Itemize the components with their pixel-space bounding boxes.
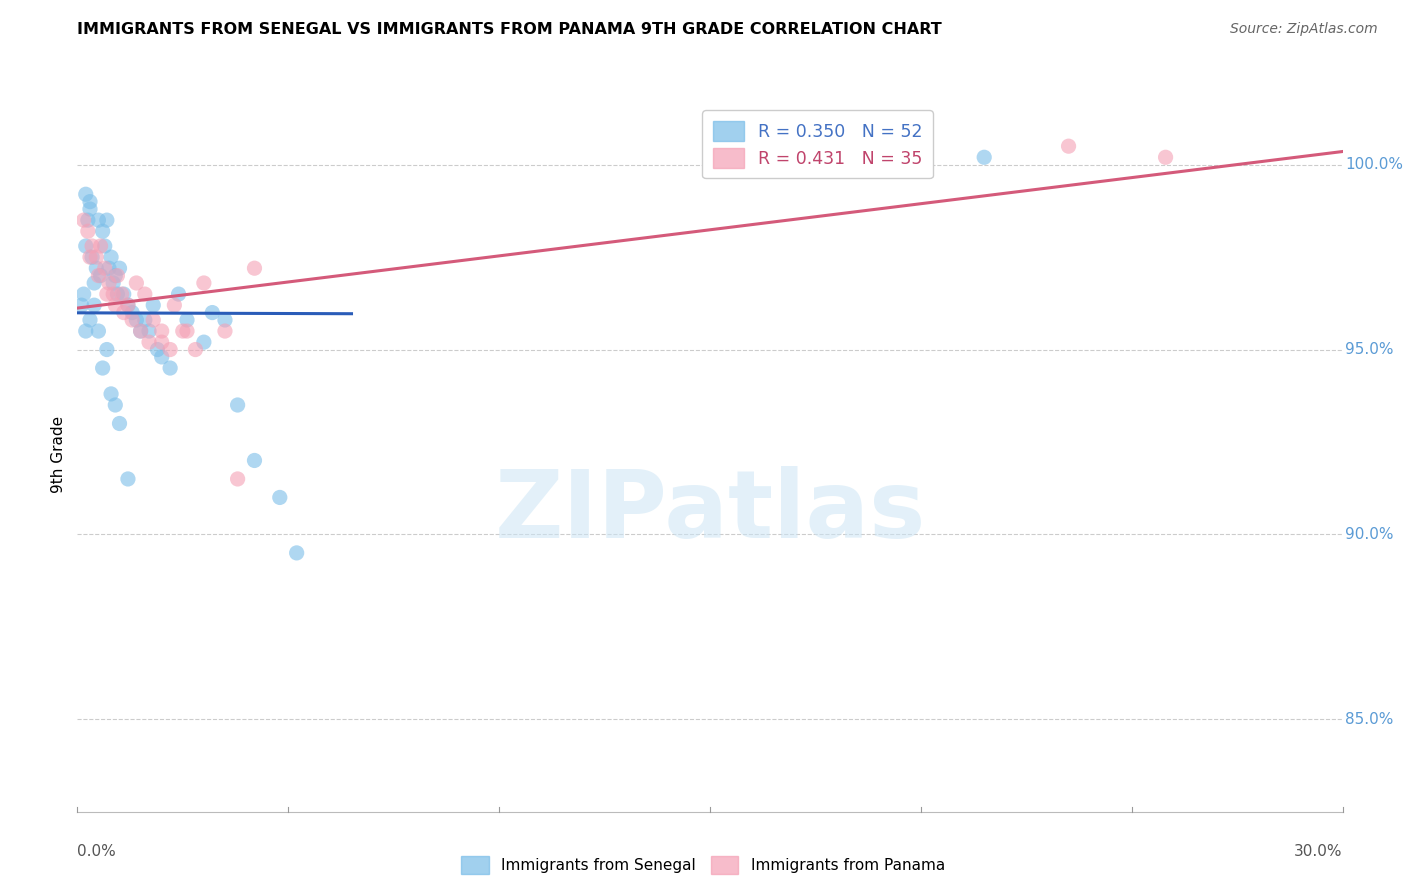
Point: [134, 287, 156, 301]
Point: [138, 335, 160, 350]
Text: 0.0%: 0.0%: [77, 844, 117, 859]
Point: [80, 239, 103, 253]
Point: [201, 305, 224, 319]
Text: 100.0%: 100.0%: [1346, 157, 1403, 172]
Point: [172, 324, 194, 338]
Point: [75, 187, 97, 202]
Point: [150, 324, 173, 338]
Point: [98, 261, 120, 276]
Point: [73, 213, 96, 227]
Point: [214, 324, 236, 338]
Point: [150, 350, 173, 364]
Point: [83, 298, 105, 312]
Point: [163, 298, 186, 312]
Point: [75, 239, 97, 253]
Point: [100, 387, 122, 401]
Point: [176, 313, 198, 327]
Point: [79, 313, 101, 327]
Point: [96, 213, 118, 227]
Point: [150, 335, 173, 350]
Point: [75, 324, 97, 338]
Text: 90.0%: 90.0%: [1346, 527, 1393, 542]
Point: [93, 261, 115, 276]
Point: [96, 287, 118, 301]
Point: [121, 313, 143, 327]
Point: [96, 343, 118, 357]
Point: [1057, 139, 1080, 153]
Point: [98, 276, 120, 290]
Point: [121, 305, 143, 319]
Point: [104, 268, 127, 283]
Point: [973, 150, 995, 164]
Point: [76, 224, 98, 238]
Point: [108, 417, 131, 431]
Point: [103, 276, 124, 290]
Point: [83, 276, 105, 290]
Point: [269, 491, 291, 505]
Point: [125, 276, 148, 290]
Point: [243, 453, 266, 467]
Point: [193, 335, 215, 350]
Text: 30.0%: 30.0%: [1295, 844, 1343, 859]
Point: [90, 239, 111, 253]
Point: [112, 287, 135, 301]
Point: [79, 194, 101, 209]
Point: [87, 324, 110, 338]
Point: [193, 276, 215, 290]
Point: [112, 305, 135, 319]
Point: [117, 298, 139, 312]
Point: [111, 287, 132, 301]
Point: [117, 298, 139, 312]
Point: [107, 287, 129, 301]
Point: [100, 250, 122, 264]
Point: [90, 268, 111, 283]
Point: [176, 324, 198, 338]
Text: 95.0%: 95.0%: [1346, 342, 1393, 357]
Point: [129, 324, 152, 338]
Point: [117, 472, 139, 486]
Point: [87, 268, 110, 283]
Point: [134, 313, 156, 327]
Point: [125, 313, 148, 327]
Point: [142, 298, 165, 312]
Point: [86, 261, 108, 276]
Point: [108, 261, 131, 276]
Point: [226, 398, 249, 412]
Point: [184, 343, 207, 357]
Point: [76, 213, 98, 227]
Point: [80, 250, 103, 264]
Point: [86, 250, 108, 264]
Point: [91, 224, 114, 238]
Point: [107, 268, 129, 283]
Legend: R = 0.350   N = 52, R = 0.431   N = 35: R = 0.350 N = 52, R = 0.431 N = 35: [703, 111, 932, 178]
Point: [87, 213, 110, 227]
Text: IMMIGRANTS FROM SENEGAL VS IMMIGRANTS FROM PANAMA 9TH GRADE CORRELATION CHART: IMMIGRANTS FROM SENEGAL VS IMMIGRANTS FR…: [77, 22, 942, 37]
Point: [226, 472, 249, 486]
Legend: Immigrants from Senegal, Immigrants from Panama: Immigrants from Senegal, Immigrants from…: [456, 850, 950, 880]
Point: [159, 361, 181, 376]
Point: [79, 250, 101, 264]
Text: Source: ZipAtlas.com: Source: ZipAtlas.com: [1230, 22, 1378, 37]
Y-axis label: 9th Grade: 9th Grade: [51, 417, 66, 493]
Point: [1154, 150, 1177, 164]
Point: [73, 287, 96, 301]
Point: [138, 324, 160, 338]
Point: [79, 202, 101, 216]
Point: [91, 361, 114, 376]
Point: [214, 313, 236, 327]
Text: ZIPatlas: ZIPatlas: [495, 466, 925, 558]
Point: [70, 298, 93, 312]
Point: [104, 398, 127, 412]
Point: [285, 546, 308, 560]
Point: [167, 287, 190, 301]
Point: [103, 287, 124, 301]
Point: [142, 313, 165, 327]
Point: [159, 343, 181, 357]
Text: 85.0%: 85.0%: [1346, 712, 1393, 727]
Point: [104, 298, 127, 312]
Point: [93, 239, 115, 253]
Point: [129, 324, 152, 338]
Point: [243, 261, 266, 276]
Point: [146, 343, 169, 357]
